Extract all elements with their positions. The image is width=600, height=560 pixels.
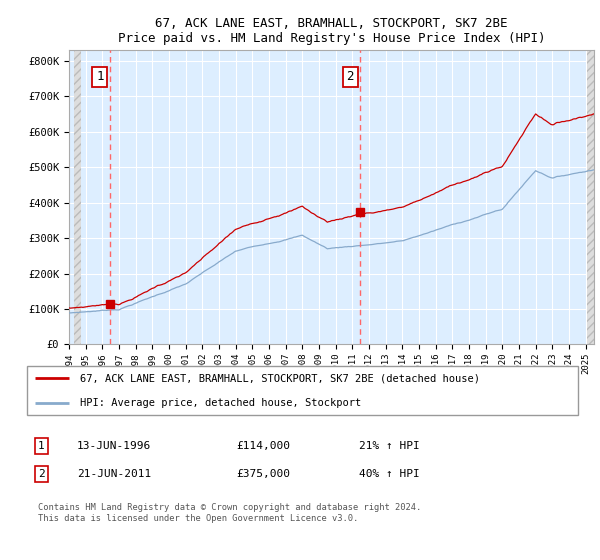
Text: 2: 2 xyxy=(38,469,45,479)
Bar xyxy=(587,47,595,344)
Text: 21% ↑ HPI: 21% ↑ HPI xyxy=(359,441,419,451)
Text: 2: 2 xyxy=(346,71,354,83)
Text: 1: 1 xyxy=(38,441,45,451)
Text: £114,000: £114,000 xyxy=(236,441,290,451)
Bar xyxy=(74,47,80,344)
Text: 40% ↑ HPI: 40% ↑ HPI xyxy=(359,469,419,479)
Text: 13-JUN-1996: 13-JUN-1996 xyxy=(77,441,151,451)
FancyBboxPatch shape xyxy=(27,366,578,415)
Text: 1: 1 xyxy=(96,71,104,83)
Title: 67, ACK LANE EAST, BRAMHALL, STOCKPORT, SK7 2BE
Price paid vs. HM Land Registry': 67, ACK LANE EAST, BRAMHALL, STOCKPORT, … xyxy=(118,17,545,45)
Text: HPI: Average price, detached house, Stockport: HPI: Average price, detached house, Stoc… xyxy=(80,398,361,408)
Text: £375,000: £375,000 xyxy=(236,469,290,479)
Text: 21-JUN-2011: 21-JUN-2011 xyxy=(77,469,151,479)
Text: Contains HM Land Registry data © Crown copyright and database right 2024.
This d: Contains HM Land Registry data © Crown c… xyxy=(38,503,421,522)
Text: 67, ACK LANE EAST, BRAMHALL, STOCKPORT, SK7 2BE (detached house): 67, ACK LANE EAST, BRAMHALL, STOCKPORT, … xyxy=(80,374,480,384)
